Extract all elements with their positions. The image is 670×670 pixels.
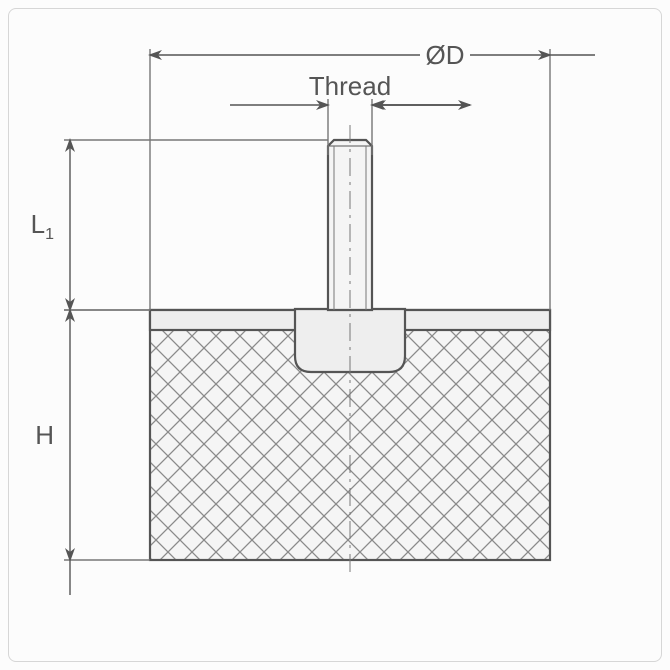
dim-D-label: ØD <box>426 40 465 70</box>
technical-drawing: ØD Thread L1 H <box>0 0 670 670</box>
dim-thread-label: Thread <box>309 71 391 101</box>
dim-L1-label: L1 <box>31 209 54 243</box>
drawing-canvas: ØD Thread L1 H <box>0 0 670 670</box>
dim-H-label: H <box>35 420 54 450</box>
